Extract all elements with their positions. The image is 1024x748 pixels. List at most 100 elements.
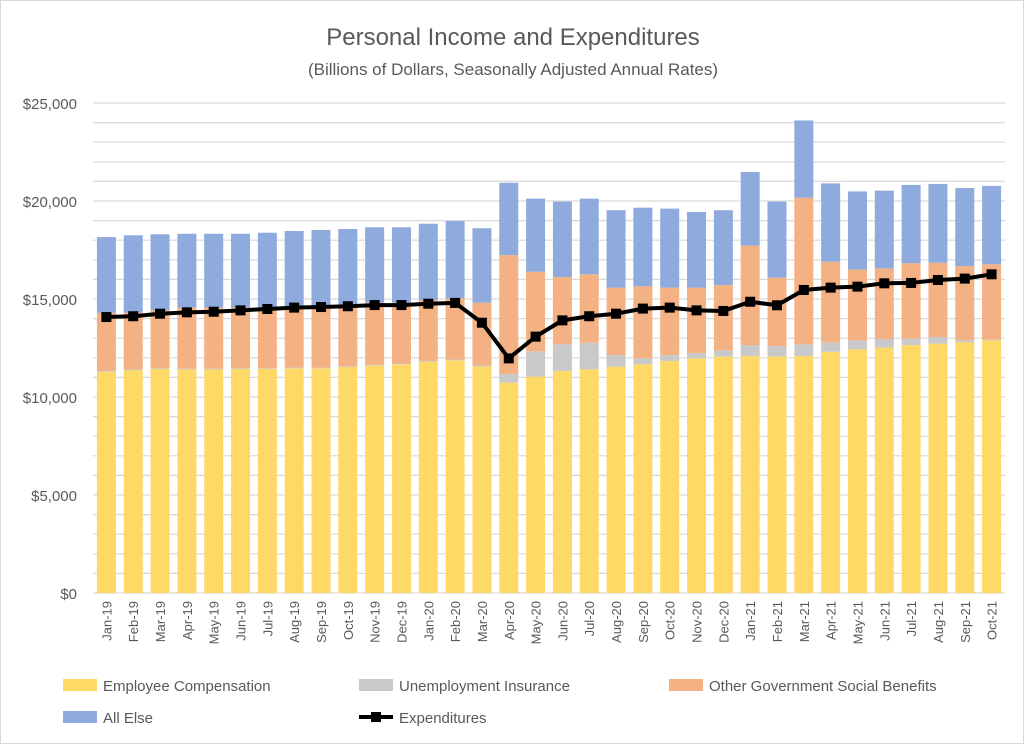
bar-all-else xyxy=(713,210,733,286)
bar-other-government-social-benefits xyxy=(445,298,465,360)
bar-unemployment-insurance xyxy=(928,337,948,344)
bar-employee-compensation xyxy=(660,360,680,593)
legend-swatch xyxy=(63,711,97,723)
x-tick-label: May-19 xyxy=(207,601,222,644)
bar-other-government-social-benefits xyxy=(821,261,841,343)
bar-employee-compensation xyxy=(445,360,465,593)
legend-label: Expenditures xyxy=(399,710,487,727)
bar-other-government-social-benefits xyxy=(552,277,572,345)
legend-label: All Else xyxy=(103,710,153,727)
bar-employee-compensation xyxy=(767,356,787,593)
bar-employee-compensation xyxy=(713,356,733,593)
bar-other-government-social-benefits xyxy=(660,287,680,356)
bar-other-government-social-benefits xyxy=(955,266,975,341)
bar-other-government-social-benefits xyxy=(391,302,411,364)
bar-other-government-social-benefits xyxy=(418,299,438,361)
bar-employee-compensation xyxy=(311,368,331,593)
bar-all-else xyxy=(633,207,653,287)
bar-unemployment-insurance xyxy=(660,355,680,361)
expenditures-marker xyxy=(208,306,219,317)
x-tick-label: Apr-19 xyxy=(180,601,195,640)
bar-employee-compensation xyxy=(955,342,975,593)
bar-unemployment-insurance xyxy=(526,351,546,377)
bar-employee-compensation xyxy=(579,369,599,593)
expenditures-marker xyxy=(530,331,541,342)
x-tick-label: Sep-21 xyxy=(958,601,973,643)
x-tick-label: Oct-21 xyxy=(985,601,1000,640)
x-tick-label: Nov-19 xyxy=(368,601,383,643)
legend-item: Unemployment Insurance xyxy=(359,678,570,695)
bar-unemployment-insurance xyxy=(633,358,653,365)
bar-unemployment-insurance xyxy=(150,368,170,369)
bar-other-government-social-benefits xyxy=(284,307,304,368)
bar-all-else xyxy=(391,227,411,303)
x-tick-label: Jul-21 xyxy=(904,601,919,636)
bar-employee-compensation xyxy=(96,371,116,593)
bar-all-else xyxy=(311,230,331,308)
bar-unemployment-insurance xyxy=(794,344,814,357)
bar-other-government-social-benefits xyxy=(713,285,733,351)
expenditures-marker xyxy=(691,305,702,316)
legend-label: Unemployment Insurance xyxy=(399,678,570,695)
bar-employee-compensation xyxy=(633,364,653,593)
bar-all-else xyxy=(552,201,572,278)
expenditures-marker xyxy=(423,298,434,309)
expenditures-marker xyxy=(450,297,461,308)
legend-item: Other Government Social Benefits xyxy=(669,678,937,695)
bar-unemployment-insurance xyxy=(311,367,331,369)
bar-unemployment-insurance xyxy=(418,360,438,362)
chart-subtitle: (Billions of Dollars, Seasonally Adjuste… xyxy=(308,60,718,79)
bar-unemployment-insurance xyxy=(96,370,116,372)
bar-all-else xyxy=(955,188,975,267)
legend-item: Employee Compensation xyxy=(63,678,271,695)
bar-unemployment-insurance xyxy=(955,340,975,343)
bar-employee-compensation xyxy=(874,347,894,593)
expenditures-marker xyxy=(852,281,863,292)
legend-swatch xyxy=(359,679,393,691)
expenditures-marker xyxy=(825,282,836,293)
bar-employee-compensation xyxy=(123,370,143,593)
expenditures-marker xyxy=(396,300,407,311)
x-tick-label: Jan-19 xyxy=(99,601,114,641)
bar-employee-compensation xyxy=(231,368,251,593)
bar-unemployment-insurance xyxy=(123,369,143,371)
bar-all-else xyxy=(901,184,921,264)
bar-all-else xyxy=(257,232,277,308)
bar-other-government-social-benefits xyxy=(606,287,626,356)
bar-all-else xyxy=(338,229,358,307)
bar-all-else xyxy=(231,233,251,308)
expenditures-line xyxy=(106,272,992,361)
bar-all-else xyxy=(821,183,841,262)
expenditures-marker xyxy=(476,317,487,328)
expenditures-marker xyxy=(906,277,917,288)
bar-other-government-social-benefits xyxy=(499,255,519,375)
bar-unemployment-insurance xyxy=(821,342,841,352)
bar-unemployment-insurance xyxy=(472,365,492,367)
x-tick-label: Aug-21 xyxy=(931,601,946,643)
bar-employee-compensation xyxy=(794,356,814,593)
expenditures-marker xyxy=(611,308,622,319)
bar-unemployment-insurance xyxy=(606,355,626,367)
x-tick-label: Oct-20 xyxy=(663,601,678,640)
bar-employee-compensation xyxy=(284,368,304,593)
x-tick-label: Sep-19 xyxy=(314,601,329,643)
bar-other-government-social-benefits xyxy=(740,245,760,346)
bar-all-else xyxy=(794,120,814,198)
bar-unemployment-insurance xyxy=(257,368,277,369)
y-tick-label: $20,000 xyxy=(23,194,77,211)
x-tick-label: Dec-19 xyxy=(394,601,409,643)
y-tick-label: $0 xyxy=(60,586,77,603)
expenditures-marker xyxy=(262,303,273,314)
bar-all-else xyxy=(445,220,465,299)
bar-other-government-social-benefits xyxy=(982,264,1002,340)
bar-unemployment-insurance xyxy=(365,364,385,366)
legend-swatch xyxy=(669,679,703,691)
bar-unemployment-insurance xyxy=(338,366,358,368)
bar-other-government-social-benefits xyxy=(96,312,116,371)
bar-all-else xyxy=(204,233,224,308)
bar-all-else xyxy=(526,198,546,272)
expenditures-marker xyxy=(932,274,943,285)
x-tick-label: Aug-20 xyxy=(609,601,624,643)
bar-employee-compensation xyxy=(365,365,385,593)
expenditures-marker xyxy=(369,300,380,311)
